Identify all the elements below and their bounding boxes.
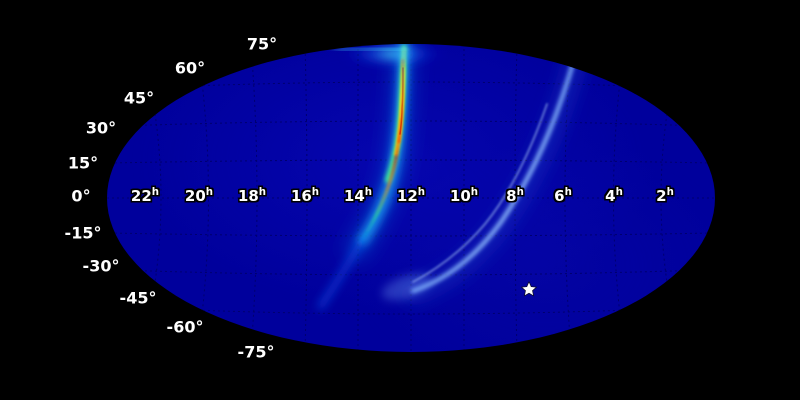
ra-unit: h [470,187,479,198]
dec-tick-label-75: 75° [246,34,278,54]
ra-value: 16 [290,187,312,205]
ra-tick-label-8h: 8h [506,187,524,205]
ra-value: 22 [130,187,152,205]
ra-tick-label-22h: 22h [131,187,159,205]
ra-unit: h [615,187,623,198]
dec-tick-label-neg60: -60° [166,317,204,337]
ra-tick-label-12h: 12h [397,187,425,205]
ra-unit: h [564,187,572,198]
dec-tick-label-15: 15° [67,153,99,173]
ra-value: 14 [343,187,365,205]
dec-tick-label-30: 30° [85,118,117,138]
ra-tick-label-4h: 4h [605,187,623,205]
ra-tick-label-2h: 2h [656,187,674,205]
ra-value: 4 [605,187,616,205]
ra-unit: h [205,187,214,198]
dec-tick-label-0: 0° [71,186,91,206]
dec-tick-label-neg30: -30° [82,256,120,276]
dec-tick-label-neg45: -45° [119,288,157,308]
ra-tick-label-20h: 20h [185,187,213,205]
ra-value: 12 [396,187,418,205]
ra-unit: h [311,187,320,198]
ra-value: 10 [449,187,471,205]
dec-tick-label-neg75: -75° [237,342,275,362]
ra-tick-label-14h: 14h [344,187,372,205]
ra-unit: h [417,187,426,198]
ra-value: 2 [656,187,667,205]
ra-unit: h [364,187,373,198]
source-position-star-marker[interactable] [521,281,538,298]
dec-tick-label-45: 45° [123,88,155,108]
ra-value: 18 [237,187,259,205]
ra-tick-label-10h: 10h [450,187,478,205]
ra-value: 8 [506,187,517,205]
dec-tick-label-60: 60° [174,58,206,78]
ra-value: 6 [554,187,565,205]
ra-unit: h [258,187,267,198]
ra-unit: h [666,187,674,198]
ra-unit: h [516,187,524,198]
ra-tick-label-6h: 6h [554,187,572,205]
ra-unit: h [151,187,160,198]
ra-tick-label-18h: 18h [238,187,266,205]
ra-value: 20 [184,187,206,205]
ra-tick-label-16h: 16h [291,187,319,205]
dec-tick-label-neg15: -15° [64,223,102,243]
